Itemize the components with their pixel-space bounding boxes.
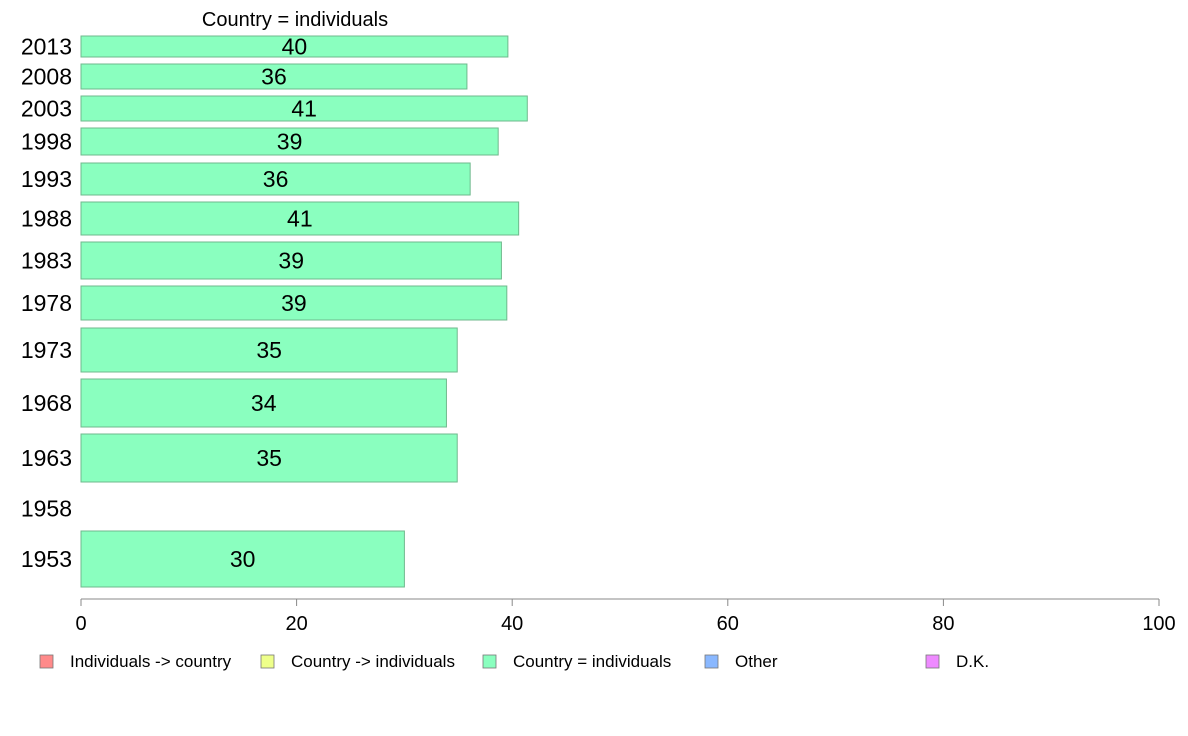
- data-label-1988: 41: [287, 206, 313, 232]
- legend-label: D.K.: [956, 652, 989, 671]
- chart-title: Country = individuals: [202, 9, 388, 31]
- x-axis: 0 20 40 60 80 100: [75, 598, 1176, 635]
- category-label-2008: 2008: [21, 64, 72, 90]
- category-label-2013: 2013: [21, 34, 72, 60]
- bar-2003: [80, 95, 528, 122]
- x-tick-label: 40: [501, 613, 523, 635]
- legend-label: Country = individuals: [513, 652, 671, 671]
- category-label-1998: 1998: [21, 129, 72, 155]
- data-label-1978: 39: [281, 290, 307, 316]
- bar-1973: [80, 327, 458, 373]
- legend-swatch: [39, 654, 54, 669]
- bars: 2013 40 2008 36 2003 41 1998 39 1993 36 1988 41 1983…: [21, 34, 528, 588]
- category-label-1958: 1958: [21, 496, 72, 522]
- bar-1963: [80, 433, 458, 483]
- category-label-1978: 1978: [21, 290, 72, 316]
- data-label-2008: 36: [261, 64, 287, 90]
- bar-1998: [80, 127, 499, 156]
- bar-1983: [80, 241, 502, 280]
- bar-1978: [80, 285, 508, 321]
- data-label-1968: 34: [251, 390, 277, 416]
- legend-label: Country -> individuals: [291, 652, 455, 671]
- bar-1968: [80, 378, 447, 428]
- x-tick-label: 60: [717, 613, 739, 635]
- legend-swatch: [260, 654, 275, 669]
- bar-2008: [80, 63, 468, 90]
- bar-1953: [80, 530, 405, 588]
- x-tick-label: 20: [285, 613, 307, 635]
- x-tick-label: 0: [75, 613, 86, 635]
- x-tick-label: 80: [932, 613, 954, 635]
- category-label-1963: 1963: [21, 445, 72, 471]
- data-label-2013: 40: [282, 34, 308, 60]
- data-label-1963: 35: [256, 445, 282, 471]
- data-label-1998: 39: [277, 129, 303, 155]
- x-tick-label: 100: [1142, 613, 1175, 635]
- data-label-1973: 35: [256, 337, 282, 363]
- bar-2013: [80, 35, 509, 58]
- category-label-1953: 1953: [21, 546, 72, 572]
- bar-1988: [80, 201, 520, 236]
- legend-label: Individuals -> country: [70, 652, 232, 671]
- data-label-1983: 39: [278, 248, 304, 274]
- data-label-2003: 41: [291, 96, 317, 122]
- category-label-1983: 1983: [21, 248, 72, 274]
- data-label-1953: 30: [230, 546, 256, 572]
- legend-swatch: [704, 654, 719, 669]
- legend-label: Other: [735, 652, 778, 671]
- category-label-2003: 2003: [21, 96, 72, 122]
- legend-swatch: [925, 654, 940, 669]
- bar-1993: [80, 162, 471, 196]
- legend: Individuals -> country Country -> individ…: [39, 652, 989, 671]
- category-label-1973: 1973: [21, 337, 72, 363]
- data-label-1993: 36: [263, 166, 289, 192]
- category-label-1988: 1988: [21, 206, 72, 232]
- legend-swatch: [482, 654, 497, 669]
- category-label-1993: 1993: [21, 166, 72, 192]
- category-label-1968: 1968: [21, 390, 72, 416]
